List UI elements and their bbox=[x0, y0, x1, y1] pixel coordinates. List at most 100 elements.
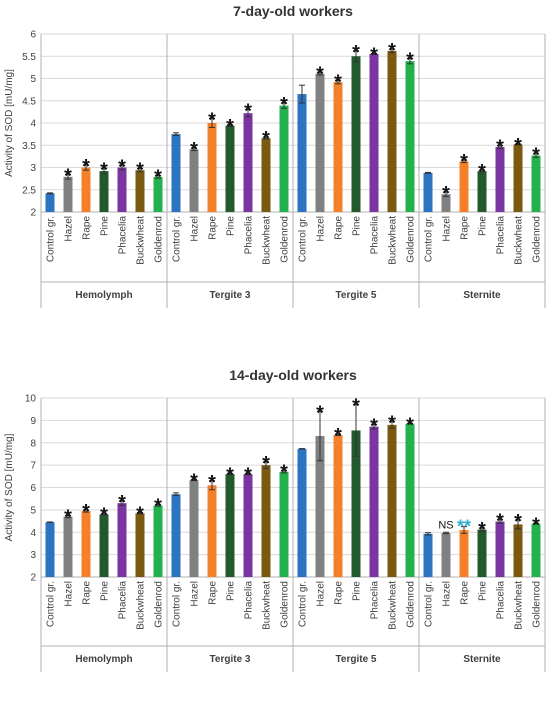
bar bbox=[333, 434, 343, 577]
category-label: Goldenrod bbox=[406, 581, 417, 628]
bar bbox=[117, 503, 127, 577]
bar bbox=[297, 94, 307, 212]
category-label: Control gr. bbox=[172, 216, 183, 262]
bar bbox=[279, 105, 289, 212]
category-label: Phacelia bbox=[118, 216, 129, 255]
significance-marker: * bbox=[118, 156, 126, 178]
significance-marker: * bbox=[226, 116, 234, 138]
category-label: Buckwheat bbox=[388, 581, 399, 630]
significance-marker: * bbox=[478, 161, 486, 183]
significance-marker: * bbox=[100, 505, 108, 527]
significance-marker: * bbox=[478, 519, 486, 541]
significance-marker: * bbox=[460, 151, 468, 173]
significance-marker: * bbox=[154, 167, 162, 189]
bar bbox=[45, 193, 55, 212]
bar bbox=[153, 176, 163, 212]
group-label: Sternite bbox=[463, 654, 501, 665]
significance-marker: * bbox=[154, 496, 162, 518]
category-label: Control gr. bbox=[172, 581, 183, 627]
y-tick-label: 6 bbox=[30, 483, 36, 494]
bar bbox=[189, 480, 199, 577]
y-axis-label: Activity of SOD [mU/mg] bbox=[4, 433, 15, 541]
significance-marker: * bbox=[244, 464, 252, 486]
category-label: Control gr. bbox=[424, 216, 435, 262]
bar bbox=[135, 513, 145, 577]
bar bbox=[171, 494, 181, 577]
bar bbox=[351, 56, 361, 212]
significance-marker: * bbox=[100, 159, 108, 181]
significance-marker: * bbox=[352, 42, 360, 64]
category-label: Hazel bbox=[190, 581, 201, 607]
significance-marker: * bbox=[334, 71, 342, 93]
category-label: Hazel bbox=[442, 581, 453, 607]
significance-marker: * bbox=[406, 49, 414, 71]
significance-marker: * bbox=[190, 471, 198, 493]
significance-marker: * bbox=[190, 139, 198, 161]
y-tick-label: 9 bbox=[30, 416, 36, 427]
group-label: Hemolymph bbox=[75, 654, 132, 665]
category-label: Phacelia bbox=[496, 216, 507, 255]
category-label: Rape bbox=[334, 216, 345, 240]
category-label: Buckwheat bbox=[514, 216, 525, 265]
y-tick-label: 2.5 bbox=[22, 185, 36, 196]
significance-marker: * bbox=[64, 506, 72, 528]
bar bbox=[63, 516, 73, 577]
bar bbox=[405, 423, 415, 577]
category-label: Buckwheat bbox=[514, 581, 525, 630]
category-label: Phacelia bbox=[244, 216, 255, 255]
category-label: Goldenrod bbox=[532, 581, 543, 628]
category-label: Pine bbox=[352, 216, 363, 236]
significance-marker: * bbox=[316, 63, 324, 85]
y-tick-label: 3.5 bbox=[22, 141, 36, 152]
group-label: Hemolymph bbox=[75, 290, 132, 301]
category-label: Pine bbox=[100, 581, 111, 601]
bar bbox=[459, 161, 469, 212]
y-axis-label: Activity of SOD [mU/mg] bbox=[4, 69, 15, 177]
category-label: Pine bbox=[352, 581, 363, 601]
category-label: Rape bbox=[208, 216, 219, 240]
bar bbox=[135, 170, 145, 212]
significance-marker: * bbox=[208, 472, 216, 494]
group-label: Tergite 5 bbox=[336, 290, 377, 301]
y-tick-label: 3 bbox=[30, 550, 36, 561]
bar bbox=[171, 134, 181, 212]
bar bbox=[243, 474, 253, 577]
significance-marker: NS bbox=[438, 519, 453, 531]
category-label: Buckwheat bbox=[136, 216, 147, 265]
bar bbox=[279, 471, 289, 577]
y-tick-label: 4.5 bbox=[22, 96, 36, 107]
significance-marker: * bbox=[388, 40, 396, 62]
significance-marker: ** bbox=[457, 517, 471, 537]
category-label: Buckwheat bbox=[136, 581, 147, 630]
category-label: Buckwheat bbox=[388, 216, 399, 265]
significance-marker: * bbox=[64, 166, 72, 188]
group-label: Sternite bbox=[463, 290, 501, 301]
significance-marker: * bbox=[496, 511, 504, 533]
category-label: Goldenrod bbox=[154, 581, 165, 628]
category-label: Hazel bbox=[442, 216, 453, 242]
significance-marker: * bbox=[136, 504, 144, 526]
significance-marker: * bbox=[316, 402, 324, 424]
category-label: Pine bbox=[226, 581, 237, 601]
group-label: Tergite 3 bbox=[210, 290, 251, 301]
bar bbox=[153, 505, 163, 577]
category-label: Goldenrod bbox=[280, 216, 291, 263]
significance-marker: * bbox=[514, 511, 522, 533]
significance-marker: * bbox=[262, 453, 270, 475]
bar bbox=[459, 530, 469, 577]
bar bbox=[243, 113, 253, 212]
bar bbox=[81, 510, 91, 577]
category-label: Buckwheat bbox=[262, 581, 273, 630]
bar bbox=[225, 474, 235, 577]
bar bbox=[207, 485, 217, 577]
category-label: Rape bbox=[460, 581, 471, 605]
significance-marker: * bbox=[532, 145, 540, 167]
significance-marker: * bbox=[352, 396, 360, 418]
bar bbox=[423, 533, 433, 577]
category-label: Control gr. bbox=[46, 216, 57, 262]
significance-marker: * bbox=[244, 101, 252, 123]
bar bbox=[495, 147, 505, 212]
chart-title: 7-day-old workers bbox=[233, 3, 353, 19]
category-label: Hazel bbox=[64, 581, 75, 607]
bar bbox=[207, 123, 217, 212]
